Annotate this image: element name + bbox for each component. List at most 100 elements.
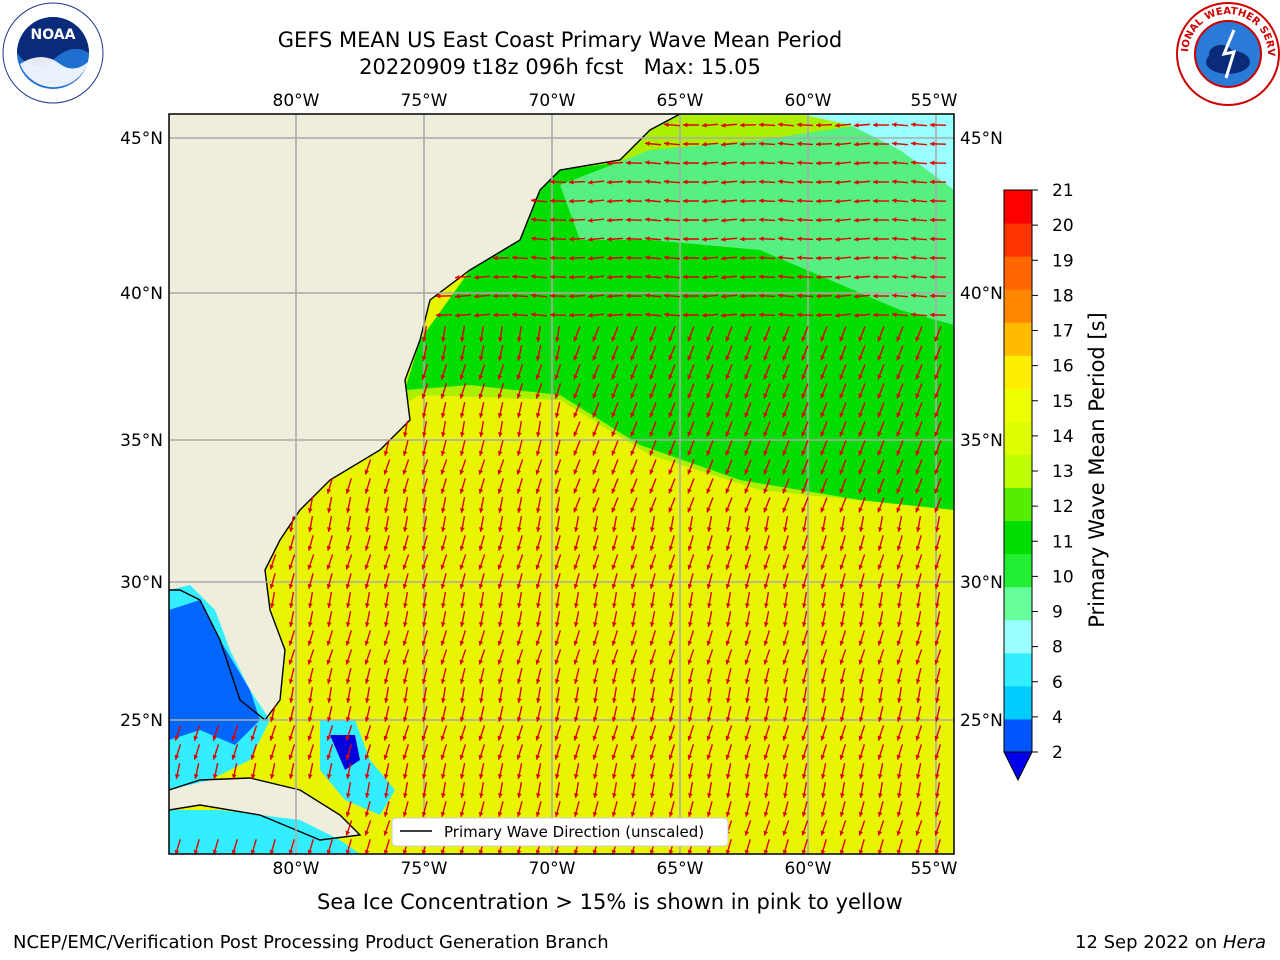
wave-arrow-head [554,622,560,627]
wave-arrow-head [270,603,275,608]
wave-arrow-head [725,716,731,722]
wave-arrow-head [820,336,825,342]
wave-arrow-head [740,274,745,280]
noaa-logo: NOAA [2,2,104,104]
wave-arrow-head [550,236,555,242]
lon-labels-top: 80°W 75°W 70°W 65°W 60°W 55°W [273,91,958,111]
wave-arrow-head [934,716,940,722]
wave-arrow-head [668,336,673,342]
wave-arrow-head [554,564,560,570]
wave-arrow-head [569,198,574,204]
wave-arrow-head [440,356,446,361]
wave-arrow-head [364,659,370,665]
wave-arrow-head [497,545,503,551]
wave-arrow-head [307,716,313,722]
wave-arrow-head [649,545,655,551]
wave-arrow-head [915,830,921,836]
wave-arrow-head [607,217,612,223]
wave-arrow-head [764,793,769,798]
wave-arrow-head [930,217,935,223]
wave-arrow-head [854,179,859,185]
wave-arrow-head [915,336,920,342]
wave-arrow-head [858,774,864,779]
wave-arrow-head [664,198,669,204]
wave-arrow-head [915,527,921,532]
wave-arrow-head [460,432,465,437]
wave-arrow-head [816,160,821,166]
lat-label: 45°N [120,129,163,149]
wave-arrow-head [288,735,294,741]
colorbar: 2 4 6 8 9 10 11 12 13 14 15 16 17 18 19 20 21 [1003,181,1074,782]
wave-arrow-head [702,274,707,280]
wave-arrow-head [782,716,788,722]
wave-arrow-head [345,830,351,836]
wave-arrow-head [592,774,598,779]
wave-arrow-head [364,545,370,551]
wave-arrow-head [288,622,294,627]
wave-arrow-head [858,640,864,646]
wave-arrow-head [896,355,901,361]
wave-arrow-head [858,622,864,627]
wave-arrow-head [896,622,902,627]
wave-arrow-head [478,356,484,361]
wave-arrow-head [630,336,635,342]
wave-arrow-head [915,450,920,456]
wave-arrow-head [212,735,218,741]
wave-arrow-head [493,312,498,318]
wave-arrow-head [839,469,844,475]
wave-arrow-head [797,217,802,223]
wave-arrow-head [877,488,882,494]
wave-arrow-head [573,488,578,494]
wave-arrow-head [707,793,712,798]
wave-arrow-head [478,488,484,494]
wave-arrow-head [478,735,484,741]
wave-arrow-head [402,450,408,456]
colorbar-segment [1004,355,1032,389]
wave-arrow-head [915,716,921,722]
wave-arrow-head [459,413,465,418]
wave-arrow-head [535,849,541,854]
wave-arrow-head [497,356,503,361]
wave-arrow-head [650,793,655,798]
wave-arrow-head [706,393,711,399]
wave-arrow-head [345,774,351,779]
wave-arrow-head [607,160,612,166]
wave-arrow-head [683,293,688,299]
wave-arrow-head [930,312,935,318]
wave-arrow-head [531,236,536,242]
wave-arrow-head [460,793,465,798]
wave-arrow-head [459,716,465,722]
wave-arrow-head [440,774,446,779]
title-line2: 20220909 t18z 096h fcst Max: 15.05 [359,55,761,79]
wave-arrow-head [612,698,617,703]
wave-arrow-head [783,603,788,608]
wave-arrow-head [854,236,859,242]
wave-arrow-head [835,255,840,261]
wave-arrow-head [740,312,745,318]
wave-arrow-head [820,830,826,836]
wave-arrow-head [801,527,807,532]
wave-arrow-head [835,141,840,147]
colorbar-tick-label: 18 [1052,286,1074,306]
wave-arrow-head [782,754,788,760]
wave-arrow-head [593,698,598,703]
wave-arrow-head [839,735,845,741]
wave-arrow-head [740,141,745,147]
wave-arrow-head [854,255,859,261]
wave-arrow-head [706,716,712,722]
wave-arrow-head [345,508,351,513]
wave-arrow-head [726,603,731,608]
wave-arrow-head [934,583,940,589]
wave-arrow-head [383,678,389,684]
wave-arrow-head [707,603,712,608]
wave-arrow-head [706,659,712,665]
wave-arrow-head [820,811,826,817]
wave-arrow-head [421,622,427,627]
wave-arrow-head [877,527,883,532]
wave-arrow-head [364,640,370,646]
footer-date-text: 12 Sep 2022 on [1075,932,1223,953]
lat-labels-right: 45°N 40°N 35°N 30°N 25°N [960,129,1003,731]
lat-label: 30°N [120,573,163,593]
wave-arrow-head [573,564,579,570]
wave-arrow-head [797,255,802,261]
